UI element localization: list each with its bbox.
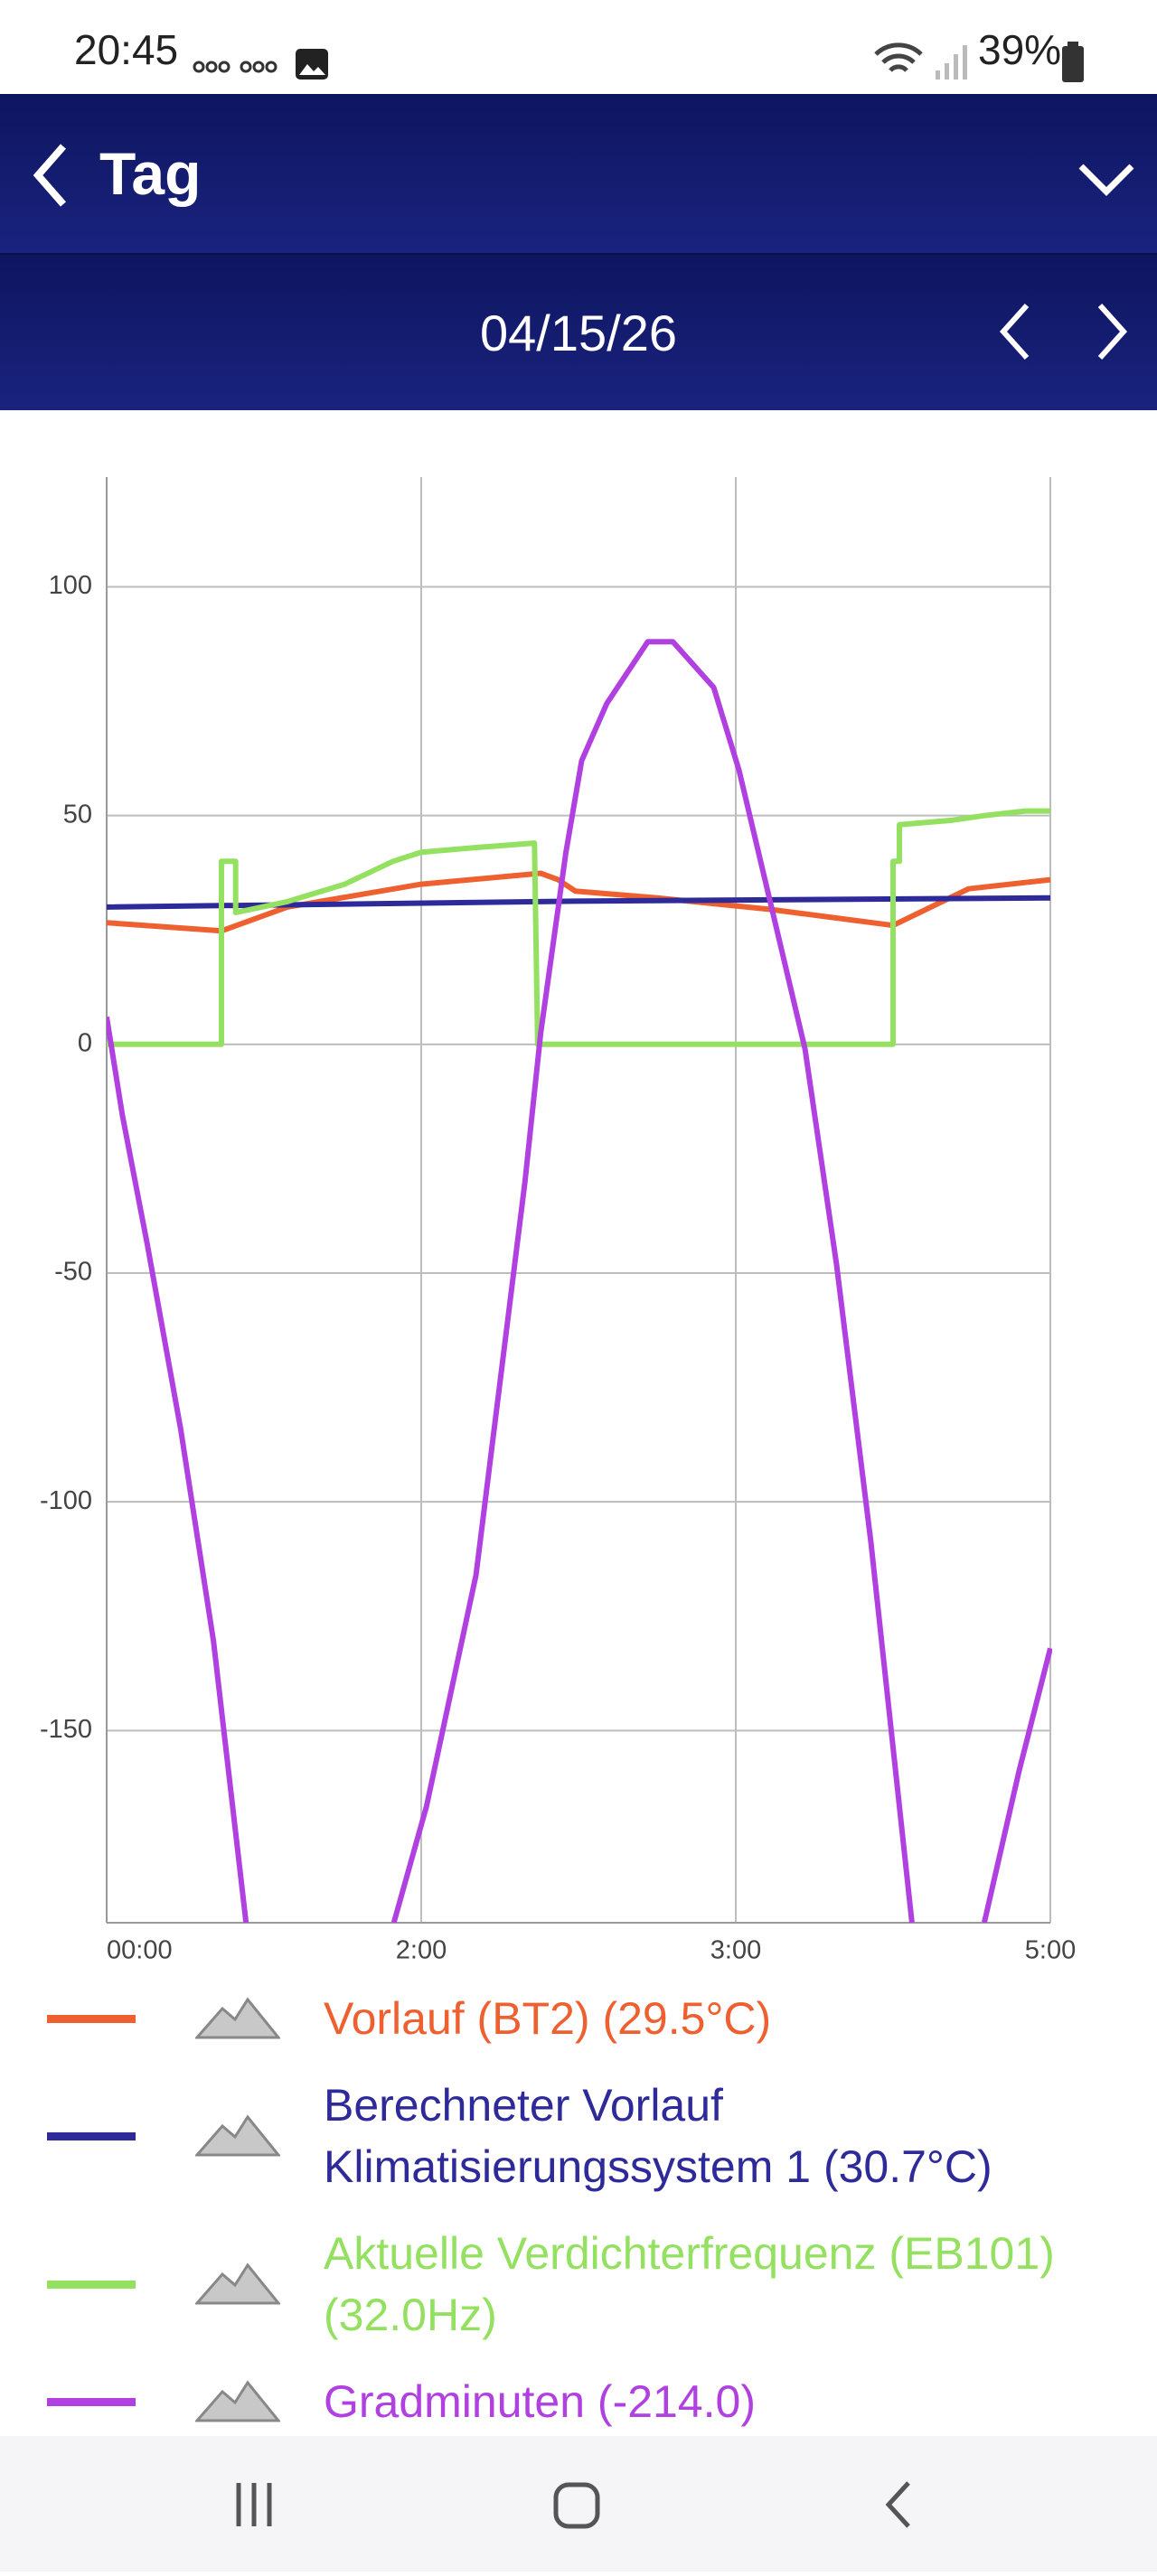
legend-swatch: [47, 2397, 136, 2406]
date-bar: 04/15/26: [0, 253, 1157, 410]
legend-label: Gradminuten (-214.0): [324, 2376, 757, 2427]
legend-item[interactable]: Gradminuten (-214.0): [0, 2371, 1157, 2432]
nav-buttons: [236, 2481, 910, 2529]
clock: 20:45: [74, 26, 179, 73]
legend-label: Aktuelle Verdichterfrequenz (EB101) (32.…: [324, 2228, 1055, 2340]
back-nav-button[interactable]: [885, 2481, 910, 2528]
next-day[interactable]: [1089, 300, 1134, 363]
series-line: [107, 870, 1051, 934]
series-line: [107, 808, 1050, 1047]
plot-lines: [107, 639, 1052, 1923]
home-button[interactable]: [553, 2482, 600, 2529]
legend-item[interactable]: Vorlauf (BT2) (29.5°C): [0, 1988, 1157, 2049]
legend: Vorlauf (BT2) (29.5°C) Berechneter Vorlau…: [0, 1988, 1157, 2436]
legend-item[interactable]: Aktuelle Verdichterfrequenz (EB101) (32.…: [0, 2223, 1157, 2346]
legend-label: Berechneter Vorlauf Klimatisierungssyste…: [324, 2080, 992, 2192]
status-bar: 20:45 39%: [0, 0, 1157, 94]
date: 04/15/26: [480, 304, 677, 361]
y-tick-label: -100: [40, 1486, 92, 1515]
area-toggle-icon[interactable]: [195, 2379, 280, 2424]
back-button[interactable]: [27, 139, 72, 211]
signal-icons: [874, 42, 967, 80]
prev-day[interactable]: [994, 300, 1039, 363]
x-tick-label: 2:00: [396, 1936, 447, 1965]
y-tick-label: 50: [63, 800, 92, 829]
dropdown-button[interactable]: [1076, 157, 1139, 202]
chart: -150 -100 -50 0 50 100 00:00 2:00 3:00 5:00: [40, 477, 1076, 1965]
series-line: [107, 895, 1051, 910]
notification-icons: [193, 49, 328, 80]
recents-button[interactable]: [236, 2483, 272, 2526]
y-tick-label: 100: [49, 571, 92, 600]
battery-percent: 39%: [978, 26, 1062, 73]
x-tick-label: 3:00: [710, 1936, 761, 1965]
app-header: Tag: [0, 94, 1157, 253]
x-tick-label: 00:00: [107, 1936, 173, 1965]
series-line: [107, 639, 1052, 1923]
area-toggle-icon[interactable]: [195, 2262, 280, 2307]
area-toggle-icon[interactable]: [195, 1996, 280, 2041]
legend-swatch: [47, 2280, 136, 2289]
page-title: Tag: [99, 140, 202, 207]
legend-swatch: [47, 2014, 136, 2023]
y-tick-label: -150: [40, 1715, 92, 1744]
x-tick-label: 5:00: [1025, 1936, 1076, 1965]
legend-item[interactable]: Berechneter Vorlauf Klimatisierungssyste…: [0, 2075, 1157, 2197]
legend-swatch: [47, 2131, 136, 2140]
y-tick-label: 0: [78, 1029, 92, 1058]
legend-label: Vorlauf (BT2) (29.5°C): [324, 1993, 772, 2044]
area-toggle-icon[interactable]: [195, 2113, 280, 2159]
y-tick-label: -50: [54, 1258, 92, 1287]
battery-icon: [1062, 42, 1084, 82]
navigation-bar: [0, 2436, 1157, 2571]
